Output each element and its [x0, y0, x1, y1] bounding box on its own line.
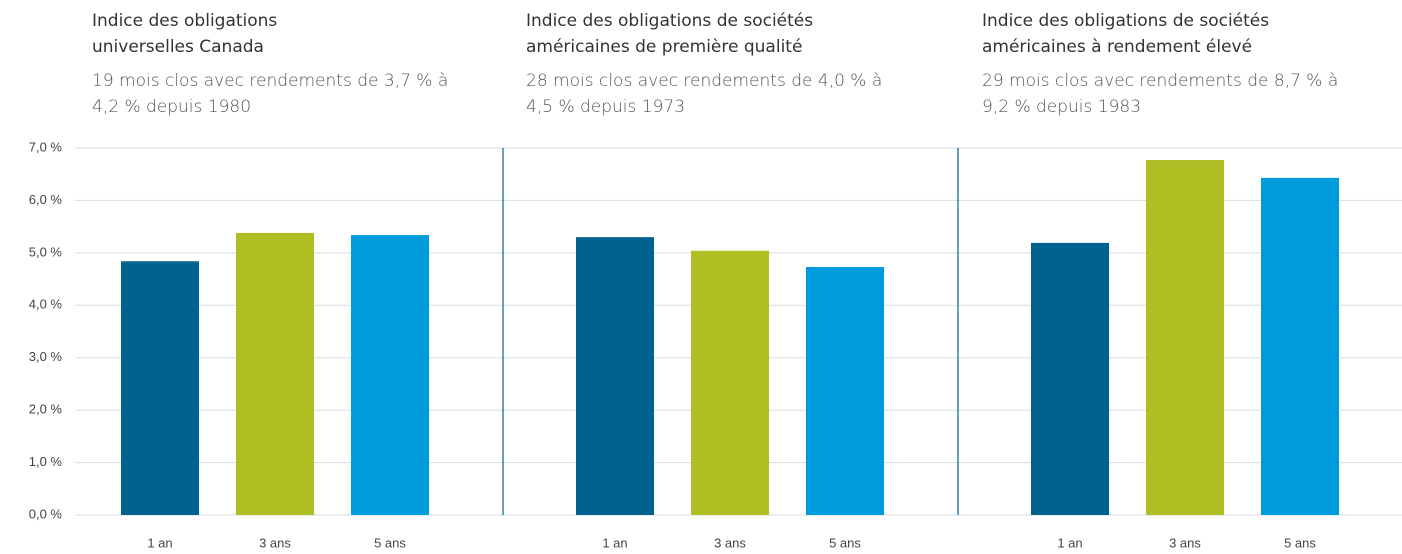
- bar: [351, 235, 429, 515]
- y-tick-label: 1,0 %: [29, 454, 63, 469]
- bar: [691, 250, 769, 515]
- bar: [576, 237, 654, 515]
- panel-title: Indice des obligations de sociétés améri…: [526, 11, 814, 57]
- x-tick-label: 5 ans: [1284, 535, 1316, 550]
- y-tick-label: 6,0 %: [29, 192, 63, 207]
- x-tick-label: 1 an: [602, 535, 627, 550]
- bar: [121, 261, 199, 515]
- bar: [1146, 160, 1224, 515]
- panel-title: Indice des obligations universelles Cana…: [92, 11, 278, 57]
- y-tick-label: 3,0 %: [29, 349, 63, 364]
- bar: [1261, 177, 1339, 516]
- bar: [1031, 242, 1109, 515]
- bar: [806, 267, 884, 515]
- x-tick-label: 3 ans: [714, 535, 746, 550]
- x-tick-label: 5 ans: [374, 535, 406, 550]
- panel-subtitle: 19 mois clos avec rendements de 3,7 % à …: [92, 71, 449, 117]
- panel-title: Indice des obligations de sociétés améri…: [982, 11, 1270, 57]
- y-tick-label: 4,0 %: [29, 297, 63, 312]
- y-tick-label: 2,0 %: [29, 402, 63, 417]
- x-tick-label: 5 ans: [829, 535, 861, 550]
- bar: [236, 232, 314, 516]
- x-tick-label: 1 an: [1057, 535, 1082, 550]
- x-tick-label: 1 an: [147, 535, 172, 550]
- y-tick-label: 7,0 %: [29, 139, 63, 154]
- panel-subtitle: 29 mois clos avec rendements de 8,7 % à …: [982, 71, 1339, 117]
- panel-subtitle: 28 mois clos avec rendements de 4,0 % à …: [526, 71, 883, 117]
- y-tick-label: 0,0 %: [29, 506, 63, 521]
- x-tick-label: 3 ans: [259, 535, 291, 550]
- x-tick-label: 3 ans: [1169, 535, 1201, 550]
- y-tick-label: 5,0 %: [29, 244, 63, 259]
